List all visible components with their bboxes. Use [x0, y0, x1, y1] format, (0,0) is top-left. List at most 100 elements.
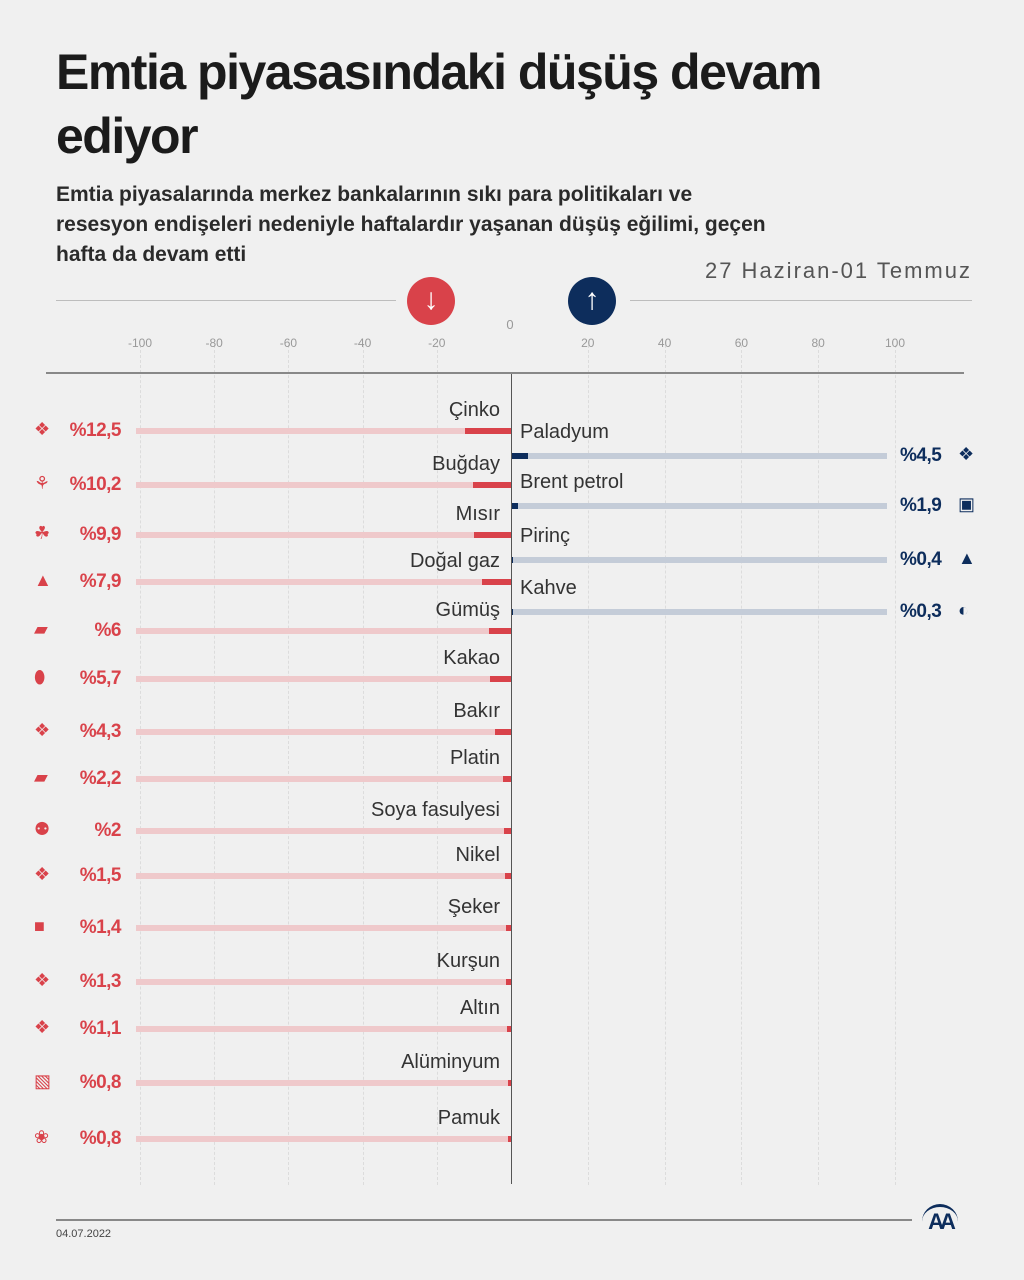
tick-label: -20 [428, 336, 446, 350]
arrow-down-icon: ↓ [407, 277, 455, 325]
divider [630, 300, 972, 301]
ingot-icon: ▰ [34, 619, 48, 639]
bar [489, 676, 511, 682]
bar-label: Şeker [447, 896, 500, 918]
value-label: %4,3 [79, 721, 122, 742]
page-subtitle: Emtia piyasalarında merkez bankalarının … [56, 183, 766, 266]
rice-sack-icon: ▲ [958, 548, 976, 568]
bar [502, 776, 511, 782]
value-label: %2 [94, 820, 122, 841]
bar [505, 925, 511, 931]
aa-logo: AA [922, 1204, 958, 1239]
value-label: %1,9 [900, 495, 942, 516]
bar-track [511, 503, 887, 509]
axis-line [46, 372, 964, 374]
bar-label: Paladyum [520, 421, 609, 443]
cotton-icon: ❀ [34, 1127, 50, 1147]
metal-icon: ❖ [34, 720, 51, 740]
tick-label: -80 [205, 336, 223, 350]
bar [474, 532, 511, 538]
zero-line [511, 374, 512, 1184]
bar-label: Soya fasulyesi [371, 799, 500, 821]
footer-divider [56, 1219, 912, 1221]
value-label: %10,2 [69, 474, 122, 495]
grid-line [895, 345, 896, 1185]
bar [481, 579, 511, 585]
footer-date: 04.07.2022 [56, 1228, 112, 1240]
bar [508, 1080, 511, 1086]
value-label: %9,9 [79, 524, 122, 545]
bar-label: Doğal gaz [409, 550, 500, 572]
metal-icon: ❖ [34, 1017, 51, 1037]
zero-label: 0 [506, 317, 514, 332]
wheat-icon: ⚘ [34, 473, 51, 493]
grid-line [214, 345, 216, 1185]
bar [506, 979, 511, 985]
bar-track [136, 776, 511, 782]
value-label: %5,7 [79, 668, 122, 689]
tick-label: -60 [279, 336, 298, 350]
bar [511, 503, 519, 509]
bar [508, 1136, 511, 1142]
grid-line [362, 345, 364, 1185]
bar [505, 873, 511, 879]
value-label: %1,4 [79, 917, 122, 938]
tick-label: -40 [353, 336, 372, 350]
value-label: %0,8 [79, 1072, 122, 1093]
value-label: %1,5 [79, 865, 122, 886]
bar [511, 609, 513, 615]
grid-line [664, 345, 666, 1185]
grid-line [818, 345, 820, 1185]
divider [56, 300, 396, 301]
bar-track [511, 609, 887, 615]
grid-line [741, 345, 743, 1185]
oil-barrel-icon: ▣ [958, 494, 976, 514]
bar-track [136, 428, 511, 434]
bar [511, 453, 529, 459]
bar-track [136, 628, 511, 634]
bar-track [136, 579, 511, 585]
bar-label: Bakır [453, 700, 500, 722]
bar-label: Çinko [448, 399, 500, 421]
bar-label: Brent petrol [520, 471, 624, 493]
value-label: %0,8 [79, 1128, 122, 1149]
bar-track [511, 557, 887, 563]
tick-label: 40 [657, 336, 672, 350]
grid-line [587, 345, 589, 1185]
sugar-sack-icon: ■ [34, 916, 45, 936]
value-label: %2,2 [79, 768, 122, 789]
tick-label: 20 [581, 336, 595, 350]
value-label: %12,5 [69, 420, 122, 441]
bar [473, 482, 511, 488]
value-label: %0,3 [900, 601, 942, 622]
value-label: %6 [94, 620, 122, 641]
corn-icon: ☘ [34, 523, 51, 543]
bar-track [136, 729, 511, 735]
bar-track [136, 828, 511, 834]
bar-label: Platin [449, 747, 500, 769]
coffee-bean-icon: ◐ [958, 600, 969, 620]
tick-label: 100 [884, 336, 906, 350]
bar-label: Nikel [455, 844, 500, 866]
arrow-up-icon: ↑ [568, 277, 616, 325]
metal-icon: ❖ [34, 970, 51, 990]
bar-label: Kahve [520, 577, 577, 599]
tick-label: 60 [734, 336, 749, 350]
bar [495, 729, 511, 735]
grid-line [436, 345, 438, 1185]
bar-track [136, 532, 511, 538]
bar [506, 1026, 511, 1032]
value-label: %0,4 [900, 549, 942, 570]
bar-label: Pamuk [437, 1107, 500, 1129]
bar-label: Pirinç [520, 525, 571, 547]
soybean-icon: ⚉ [34, 819, 51, 839]
bar [511, 557, 513, 563]
bar-track [511, 453, 887, 459]
value-label: %4,5 [900, 445, 942, 466]
bar-track [136, 979, 511, 985]
bar [488, 628, 511, 634]
aluminium-icon: ▧ [34, 1071, 52, 1091]
metal-icon: ❖ [34, 864, 51, 884]
grid-line [140, 345, 141, 1185]
period-label: 27 Haziran-01 Temmuz [704, 258, 972, 283]
